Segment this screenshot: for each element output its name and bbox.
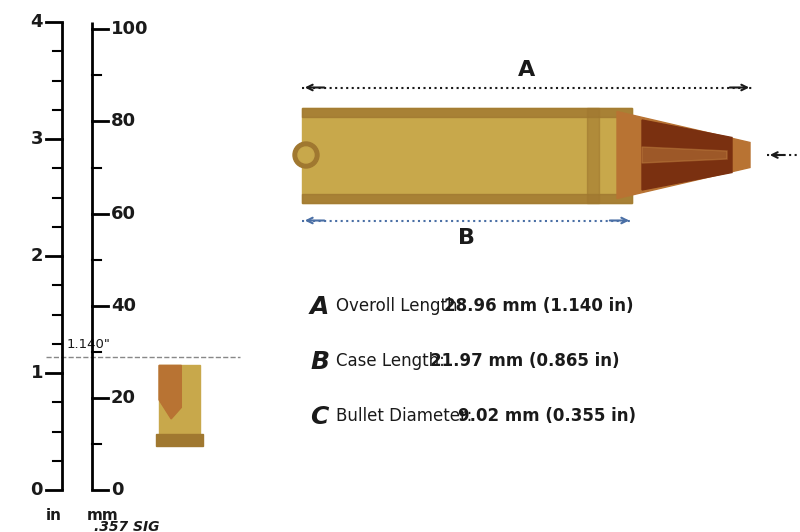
Bar [159,365,199,442]
Circle shape [293,142,319,168]
Text: A: A [310,295,330,319]
Polygon shape [642,120,732,190]
Bar [302,194,632,203]
Text: .357 SIG: .357 SIG [94,520,160,532]
Bar [302,107,632,203]
Text: 1.140": 1.140" [67,338,111,351]
Text: in: in [46,508,62,523]
Text: A: A [518,60,536,79]
Text: Overoll Length:: Overoll Length: [336,297,463,315]
Polygon shape [617,112,750,198]
Text: 1: 1 [30,364,43,382]
Text: 0: 0 [111,481,123,499]
Text: mm: mm [87,508,119,523]
Bar [302,107,632,117]
Bar [156,434,202,446]
Text: 9.02 mm (0.355 in): 9.02 mm (0.355 in) [458,407,637,425]
Text: Case Length:: Case Length: [336,352,450,370]
Text: 80: 80 [111,112,136,130]
Text: C: C [310,405,328,429]
Text: 2: 2 [30,247,43,265]
Text: Bullet Diameter:: Bullet Diameter: [336,407,478,425]
Text: 21.97 mm (0.865 in): 21.97 mm (0.865 in) [430,352,619,370]
Text: 100: 100 [111,20,149,38]
Text: 20: 20 [111,389,136,407]
Polygon shape [159,365,182,419]
Text: 3: 3 [30,130,43,148]
Bar [587,107,599,203]
Circle shape [298,147,314,163]
Text: 40: 40 [111,297,136,315]
Polygon shape [642,147,727,163]
Text: 4: 4 [30,13,43,31]
Text: 28.96 mm (1.140 in): 28.96 mm (1.140 in) [444,297,634,315]
Text: 0: 0 [30,481,43,499]
Text: B: B [458,229,475,248]
Text: B: B [310,350,329,374]
Text: 60: 60 [111,205,136,222]
